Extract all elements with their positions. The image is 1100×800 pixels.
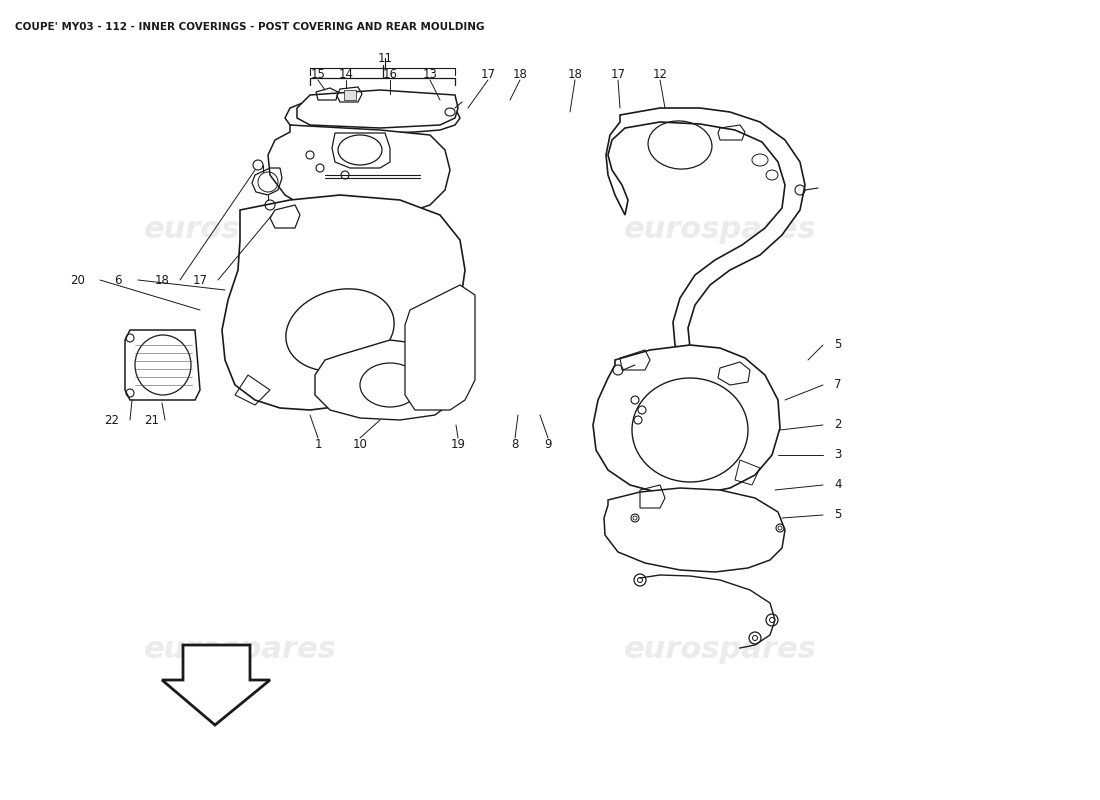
- Polygon shape: [222, 195, 465, 410]
- Text: 8: 8: [512, 438, 519, 451]
- Text: 4: 4: [834, 478, 842, 491]
- Text: eurospares: eurospares: [144, 215, 337, 245]
- Text: 5: 5: [834, 338, 842, 351]
- Polygon shape: [344, 90, 356, 100]
- Polygon shape: [405, 285, 475, 410]
- Text: 16: 16: [383, 69, 397, 82]
- Text: 11: 11: [377, 51, 393, 65]
- Text: 18: 18: [155, 274, 169, 286]
- Polygon shape: [297, 90, 458, 128]
- Polygon shape: [162, 645, 270, 725]
- Text: 15: 15: [310, 69, 326, 82]
- Text: 18: 18: [568, 69, 582, 82]
- Text: 7: 7: [834, 378, 842, 391]
- Polygon shape: [125, 330, 200, 400]
- Text: eurospares: eurospares: [624, 215, 816, 245]
- Polygon shape: [604, 488, 785, 572]
- Polygon shape: [268, 125, 450, 220]
- Text: 21: 21: [144, 414, 159, 426]
- Text: 3: 3: [834, 449, 842, 462]
- Text: 13: 13: [422, 69, 438, 82]
- Text: 6: 6: [114, 274, 122, 286]
- Text: 18: 18: [513, 69, 527, 82]
- Polygon shape: [332, 103, 344, 113]
- Text: 1: 1: [315, 438, 321, 451]
- Text: 5: 5: [834, 509, 842, 522]
- Text: 14: 14: [339, 69, 353, 82]
- Text: 9: 9: [544, 438, 552, 451]
- Polygon shape: [315, 340, 460, 420]
- Text: 22: 22: [104, 414, 120, 426]
- Text: 17: 17: [610, 69, 626, 82]
- Text: 17: 17: [481, 69, 495, 82]
- Text: eurospares: eurospares: [144, 635, 337, 665]
- Text: 17: 17: [192, 274, 208, 286]
- Text: eurospares: eurospares: [624, 635, 816, 665]
- Text: 12: 12: [652, 69, 668, 82]
- Text: 20: 20: [70, 274, 86, 286]
- Polygon shape: [593, 345, 780, 495]
- Polygon shape: [606, 108, 805, 362]
- Text: COUPE' MY03 - 112 - INNER COVERINGS - POST COVERING AND REAR MOULDING: COUPE' MY03 - 112 - INNER COVERINGS - PO…: [15, 22, 484, 32]
- Text: 10: 10: [353, 438, 367, 451]
- Text: 2: 2: [834, 418, 842, 431]
- Text: 19: 19: [451, 438, 465, 451]
- Polygon shape: [285, 95, 460, 133]
